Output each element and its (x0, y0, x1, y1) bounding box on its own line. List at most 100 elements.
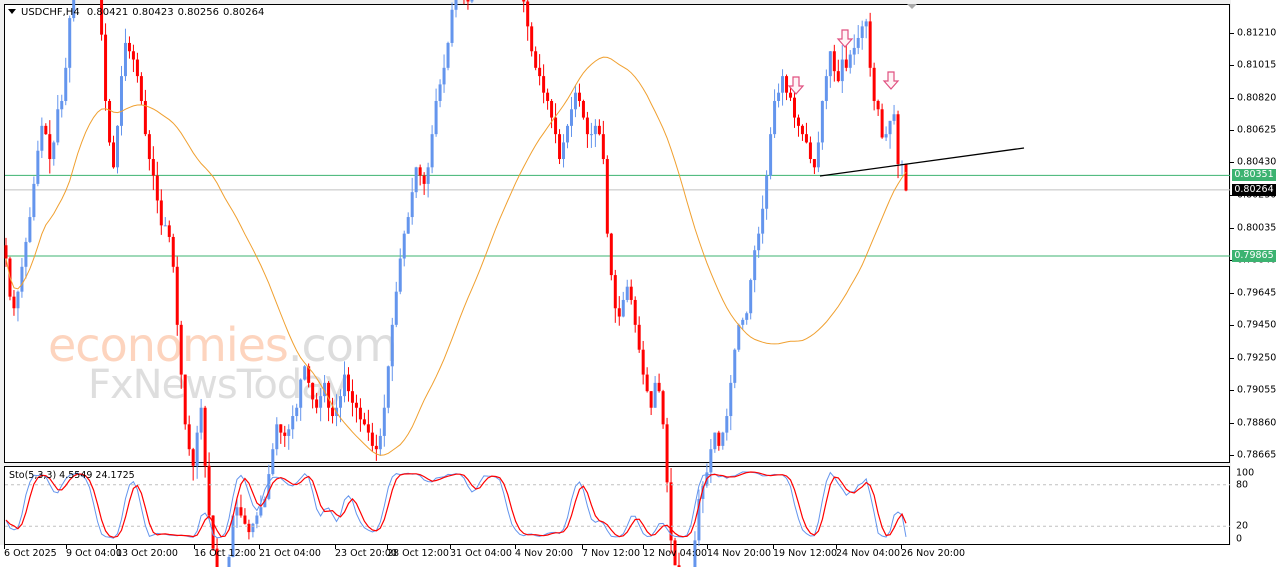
low-value: 0.80256 (177, 7, 219, 18)
candle (856, 37, 860, 48)
candle (637, 324, 641, 350)
candle (12, 296, 16, 309)
candle (370, 432, 374, 446)
candle (279, 424, 283, 433)
candle (649, 391, 653, 408)
candle (876, 100, 880, 110)
candle (657, 382, 661, 392)
candle (896, 114, 900, 164)
candle (303, 366, 307, 380)
candle (729, 382, 733, 417)
candle (255, 515, 259, 524)
candle (661, 391, 665, 425)
candle (789, 92, 793, 98)
candle (530, 26, 534, 52)
candle (323, 382, 327, 397)
candle (769, 134, 773, 176)
candle (800, 125, 804, 135)
stochastic-title: Sto(5,3,3) 4.5549 24.1725 (9, 470, 135, 481)
candle (609, 233, 613, 276)
candle (426, 167, 430, 184)
symbol-label: USDCHF,H4 (21, 7, 80, 18)
candle (247, 523, 251, 533)
time-label: 7 Nov 12:00 (582, 548, 641, 559)
down-arrow-icon[interactable] (882, 71, 900, 90)
candle (745, 313, 749, 320)
candle (239, 507, 243, 516)
down-arrow-icon[interactable] (787, 76, 805, 95)
candle (56, 109, 60, 143)
down-arrow-icon[interactable] (836, 29, 854, 48)
candle (159, 200, 163, 226)
dropdown-triangle-icon[interactable] (8, 9, 16, 14)
candle (593, 125, 597, 135)
candle (235, 507, 239, 516)
time-label: 24 Nov 04:00 (836, 548, 901, 559)
candle (581, 100, 585, 118)
candle (585, 117, 589, 135)
candle (143, 100, 147, 135)
candle (16, 291, 20, 309)
candle (48, 134, 52, 160)
candle (171, 236, 175, 267)
neckline-trendline[interactable] (819, 147, 1025, 177)
price-axis[interactable] (1231, 0, 1280, 567)
candle (554, 117, 558, 135)
candle (625, 286, 629, 300)
candle (151, 159, 155, 176)
candle (550, 100, 554, 118)
time-tick (707, 545, 708, 549)
candle (299, 379, 303, 408)
moving-average-line[interactable] (5, 56, 907, 456)
candle (112, 142, 116, 168)
candle (446, 42, 450, 68)
candle (673, 540, 677, 566)
candle (777, 92, 781, 101)
candle (358, 407, 362, 420)
candle (339, 396, 343, 408)
time-axis[interactable] (0, 545, 1280, 567)
candle (123, 42, 127, 77)
price-tick (1230, 455, 1234, 456)
time-label: 13 Oct 20:00 (116, 548, 178, 559)
candle (394, 291, 398, 325)
price-label: 0.78860 (1237, 417, 1277, 429)
candle (522, 0, 526, 2)
candle (231, 515, 235, 557)
candle (569, 109, 573, 126)
candle (761, 208, 765, 234)
candle (267, 474, 271, 499)
candle (4, 245, 8, 259)
candle (243, 515, 247, 524)
candle (346, 374, 350, 392)
time-label: 28 Oct 12:00 (387, 548, 449, 559)
candle (725, 416, 729, 433)
time-tick (116, 545, 117, 549)
candle (374, 445, 378, 450)
price-tick (1230, 33, 1234, 34)
price-chart-pane[interactable] (4, 4, 1230, 463)
chart-shift-marker-icon[interactable] (907, 4, 917, 9)
candle (824, 76, 828, 101)
candle (653, 382, 657, 408)
stochastic-level-label: 100 (1236, 467, 1255, 479)
candle (737, 324, 741, 350)
price-tick (1230, 162, 1234, 164)
candle (701, 485, 705, 499)
price-label: 0.81015 (1237, 59, 1277, 71)
candle (773, 100, 777, 135)
time-tick (259, 545, 260, 549)
candle (319, 396, 323, 408)
candle (832, 51, 836, 72)
time-label: 26 Nov 20:00 (901, 548, 966, 559)
time-tick (66, 545, 67, 549)
candle (183, 374, 187, 425)
time-tick (387, 545, 388, 549)
candle (677, 565, 681, 567)
candle (422, 175, 426, 184)
candle (175, 266, 179, 325)
candle (669, 482, 673, 541)
candle (191, 449, 195, 466)
candle (466, 0, 470, 2)
candle (271, 449, 275, 475)
